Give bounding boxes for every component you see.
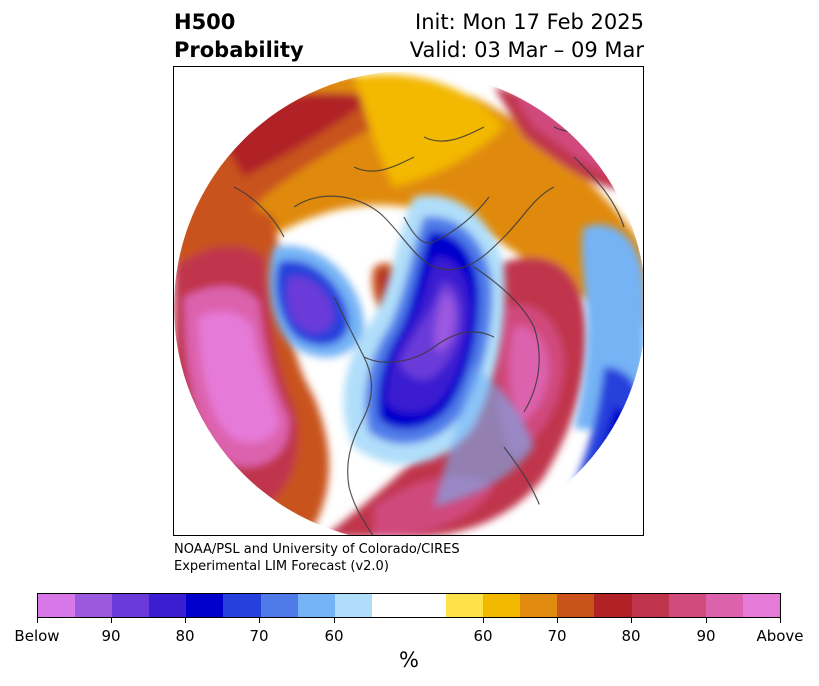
colorbar-tick xyxy=(334,618,335,623)
colorbar-segment xyxy=(371,594,447,617)
init-date: Init: Mon 17 Feb 2025 xyxy=(415,10,644,34)
title-block-left: H500 Probability xyxy=(174,8,304,64)
colorbar-unit: % xyxy=(399,648,419,672)
colorbar-segment xyxy=(594,594,632,617)
colorbar-segment xyxy=(260,594,298,617)
colorbar-segment xyxy=(705,594,743,617)
valid-range: Valid: 03 Mar – 09 Mar xyxy=(409,38,644,62)
colorbar-tick xyxy=(37,618,38,623)
colorbar-segment xyxy=(149,594,187,617)
colorbar-segment xyxy=(112,594,150,617)
credit-text: NOAA/PSL and University of Colorado/CIRE… xyxy=(174,541,460,575)
colorbar-segment xyxy=(668,594,706,617)
colorbar-tick xyxy=(111,618,112,623)
colorbar-tick xyxy=(185,618,186,623)
colorbar-tick xyxy=(780,618,781,623)
credit-line-2: Experimental LIM Forecast (v2.0) xyxy=(174,559,389,574)
probability-map xyxy=(174,71,643,535)
colorbar-tick xyxy=(631,618,632,623)
colorbar-segment xyxy=(631,594,669,617)
colorbar-segment xyxy=(223,594,261,617)
colorbar-tick-label: Above xyxy=(756,627,804,645)
colorbar-tick-label: 80 xyxy=(175,627,195,645)
colorbar-tick-label: 90 xyxy=(696,627,716,645)
colorbar-tick-label: 70 xyxy=(547,627,567,645)
colorbar-segment xyxy=(38,594,76,617)
colorbar-tick-label: 70 xyxy=(249,627,269,645)
colorbar-tick-label: 60 xyxy=(473,627,493,645)
colorbar-tick xyxy=(706,618,707,623)
colorbar-segment xyxy=(483,594,521,617)
colorbar-segment xyxy=(75,594,113,617)
colorbar-segment xyxy=(297,594,335,617)
title-product: Probability xyxy=(174,38,304,62)
colorbar xyxy=(37,593,781,618)
colorbar-tick xyxy=(483,618,484,623)
colorbar-segment xyxy=(520,594,558,617)
colorbar-tick-label: 90 xyxy=(101,627,121,645)
colorbar-tick-label: 60 xyxy=(324,627,344,645)
colorbar-segment xyxy=(557,594,595,617)
colorbar-tick xyxy=(259,618,260,623)
map-panel xyxy=(173,66,644,536)
colorbar-segment xyxy=(186,594,224,617)
title-block-right: Init: Mon 17 Feb 2025 Valid: 03 Mar – 09… xyxy=(410,8,644,64)
colorbar-segment xyxy=(446,594,484,617)
colorbar-segment xyxy=(334,594,372,617)
title-variable: H500 xyxy=(174,10,236,34)
colorbar-tick xyxy=(557,618,558,623)
colorbar-tick-label: 80 xyxy=(621,627,641,645)
colorbar-segment xyxy=(742,594,780,617)
credit-line-1: NOAA/PSL and University of Colorado/CIRE… xyxy=(174,542,460,557)
colorbar-tick-label: Below xyxy=(14,627,60,645)
